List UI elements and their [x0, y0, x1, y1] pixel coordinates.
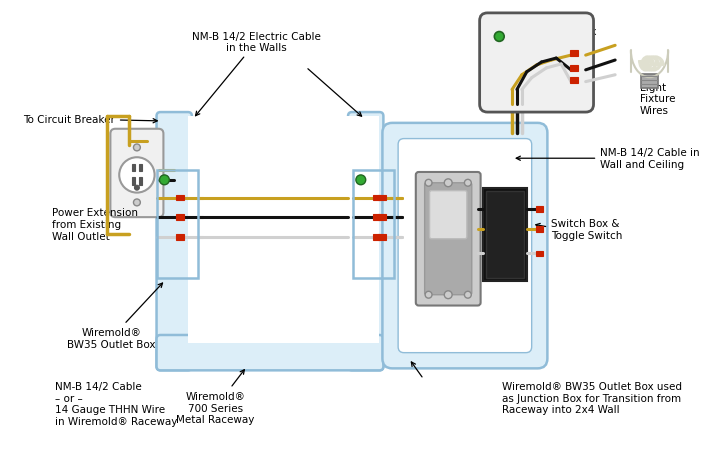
Bar: [157, 170, 198, 278]
Circle shape: [119, 158, 154, 193]
Bar: [641, 74, 658, 88]
FancyBboxPatch shape: [416, 173, 480, 306]
Text: Wiremold®
BW35 Outlet Box: Wiremold® BW35 Outlet Box: [67, 283, 162, 349]
Bar: [379, 235, 387, 240]
FancyBboxPatch shape: [111, 129, 163, 218]
FancyBboxPatch shape: [424, 184, 472, 295]
FancyBboxPatch shape: [398, 139, 531, 353]
Bar: [139, 165, 142, 172]
Bar: [188, 117, 379, 343]
Bar: [353, 170, 394, 278]
Bar: [536, 226, 544, 232]
Bar: [132, 178, 135, 185]
Bar: [536, 207, 544, 213]
FancyBboxPatch shape: [480, 14, 593, 113]
Bar: [176, 215, 184, 221]
Bar: [132, 165, 135, 172]
Text: Octagon
Ceiling Box: Octagon Ceiling Box: [538, 16, 596, 37]
Bar: [373, 215, 381, 221]
Circle shape: [425, 180, 432, 187]
Bar: [373, 195, 381, 201]
Text: NM-B 14/2 Cable
– or –
14 Gauge THHN Wire
in Wiremold® Raceway: NM-B 14/2 Cable – or – 14 Gauge THHN Wir…: [55, 381, 178, 426]
Circle shape: [356, 175, 365, 185]
Circle shape: [464, 180, 471, 187]
Bar: [570, 51, 578, 57]
Circle shape: [444, 179, 452, 187]
Text: To Circuit Breaker: To Circuit Breaker: [23, 115, 157, 124]
Bar: [570, 78, 578, 83]
Bar: [139, 178, 142, 185]
Bar: [379, 195, 387, 201]
FancyBboxPatch shape: [348, 113, 384, 371]
Circle shape: [494, 32, 505, 42]
Text: NM-B 14/2 Electric Cable
in the Walls: NM-B 14/2 Electric Cable in the Walls: [192, 32, 321, 116]
FancyBboxPatch shape: [157, 335, 384, 371]
Bar: [176, 195, 184, 201]
Circle shape: [159, 175, 170, 185]
Text: NM-B 14/2 Cable in
Wall and Ceiling: NM-B 14/2 Cable in Wall and Ceiling: [601, 148, 700, 170]
Bar: [570, 66, 578, 72]
Bar: [486, 191, 524, 278]
Text: Wiremold®
700 Series
Metal Raceway: Wiremold® 700 Series Metal Raceway: [176, 370, 255, 424]
Text: Wiremold® BW35 Outlet Box used
as Junction Box for Transition from
Raceway into : Wiremold® BW35 Outlet Box used as Juncti…: [502, 381, 682, 414]
Bar: [176, 235, 184, 240]
Circle shape: [133, 145, 141, 152]
Bar: [379, 215, 387, 221]
Circle shape: [133, 199, 141, 207]
Circle shape: [425, 292, 432, 299]
FancyBboxPatch shape: [430, 191, 467, 239]
Text: Power Extension
from Existing
Wall Outlet: Power Extension from Existing Wall Outle…: [52, 208, 138, 241]
Text: Light
Fixture
Wires: Light Fixture Wires: [640, 83, 675, 115]
FancyBboxPatch shape: [157, 113, 192, 371]
Bar: [373, 235, 381, 240]
Circle shape: [444, 291, 452, 299]
Circle shape: [464, 292, 471, 299]
Text: Switch Box &
Toggle Switch: Switch Box & Toggle Switch: [551, 219, 622, 240]
Circle shape: [135, 186, 139, 191]
Bar: [483, 188, 527, 281]
FancyBboxPatch shape: [382, 124, 547, 368]
Bar: [536, 251, 544, 257]
